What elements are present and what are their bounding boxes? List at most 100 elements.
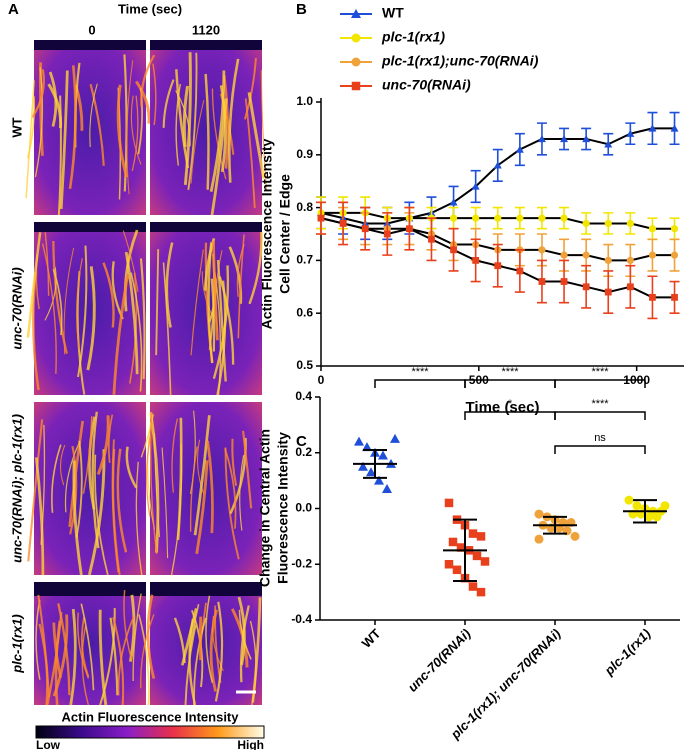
data-point <box>605 257 612 264</box>
data-point <box>472 215 479 222</box>
micrograph-edge <box>34 222 146 232</box>
data-point <box>671 252 678 259</box>
y-tick-label: 0.4 <box>295 389 312 403</box>
data-point <box>535 535 544 544</box>
data-point <box>450 215 457 222</box>
micrograph-edge <box>150 222 262 232</box>
data-point <box>390 434 400 443</box>
data-point <box>653 512 662 521</box>
data-point <box>445 560 454 569</box>
data-point <box>477 532 486 541</box>
row-label: unc-70(RNAi); plc-1(rx1) <box>9 414 24 563</box>
panel-letter: A <box>8 1 19 18</box>
data-point <box>469 582 478 591</box>
data-point <box>583 220 590 227</box>
data-point <box>516 268 523 275</box>
data-point <box>571 532 580 541</box>
panel-letter: B <box>296 1 307 18</box>
legend-marker <box>352 34 361 43</box>
data-point <box>649 294 656 301</box>
legend-marker <box>352 82 361 91</box>
data-point <box>535 510 544 519</box>
y-tick-label: 0.5 <box>296 358 313 372</box>
micrograph-edge <box>34 582 146 596</box>
legend-label: plc-1(rx1) <box>381 29 445 45</box>
panel-a: A Time (sec) 0 1120 WT unc-70(RNAi) unc-70… <box>8 1 267 750</box>
data-point <box>627 220 634 227</box>
data-point <box>627 257 634 264</box>
x-tick-label: unc-70(RNAi) <box>405 626 474 695</box>
y-axis-title: Change in Central Actin <box>257 429 273 587</box>
significance-label: * <box>508 398 513 410</box>
data-point <box>538 246 545 253</box>
data-point <box>469 529 478 538</box>
row-label: unc-70(RNAi) <box>9 267 24 349</box>
data-point <box>561 278 568 285</box>
data-point <box>406 225 413 232</box>
data-point <box>354 437 364 446</box>
significance-label: ns <box>594 432 606 444</box>
micrograph-edge <box>150 582 262 596</box>
legend-label: plc-1(rx1);unc-70(RNAi) <box>381 53 539 69</box>
y-tick-label: 0.8 <box>296 200 313 214</box>
data-point <box>649 225 656 232</box>
y-tick-label: 0.6 <box>296 305 313 319</box>
significance-label: **** <box>591 398 609 410</box>
data-point <box>605 289 612 296</box>
colorbar-title: Actin Fluorescence Intensity <box>62 709 240 724</box>
x-axis-title: Time (sec) <box>466 399 540 416</box>
data-point <box>450 246 457 253</box>
data-point <box>494 215 501 222</box>
data-point <box>382 484 392 493</box>
significance-bracket <box>555 412 645 420</box>
data-point <box>428 236 435 243</box>
data-point <box>384 231 391 238</box>
y-tick-label: 0.2 <box>295 445 312 459</box>
data-point <box>453 566 462 575</box>
significance-bracket <box>555 446 645 454</box>
y-axis-title: Cell Center / Edge <box>277 174 293 294</box>
data-point <box>671 225 678 232</box>
significance-label: **** <box>501 366 519 378</box>
legend-marker <box>352 58 361 67</box>
data-point <box>472 257 479 264</box>
time-point: 1120 <box>192 22 220 37</box>
colorbar <box>36 726 264 738</box>
x-tick-label: 0 <box>318 373 325 387</box>
data-point <box>538 215 545 222</box>
data-point <box>378 451 388 460</box>
data-point <box>539 278 546 285</box>
data-point <box>481 557 490 566</box>
data-point <box>449 538 458 547</box>
data-point <box>633 501 642 510</box>
time-label: Time (sec) <box>118 1 182 16</box>
data-point <box>560 252 567 259</box>
data-point <box>340 220 347 227</box>
y-tick-label: 1.0 <box>296 94 313 108</box>
significance-label: **** <box>591 366 609 378</box>
data-point <box>583 283 590 290</box>
colorbar-high: High <box>237 738 264 750</box>
time-point: 0 <box>88 22 95 37</box>
data-point <box>661 501 670 510</box>
y-axis-title: Actin Fluorescence Intensity <box>259 138 275 329</box>
data-point <box>318 215 325 222</box>
data-point <box>560 215 567 222</box>
data-point <box>627 283 634 290</box>
micrograph <box>150 40 262 215</box>
data-point <box>649 252 656 259</box>
row-label: WT <box>9 117 24 137</box>
data-point <box>362 225 369 232</box>
data-point <box>671 294 678 301</box>
y-tick-label: -0.2 <box>291 556 312 570</box>
significance-bracket <box>375 380 465 388</box>
row-label: plc-1(rx1) <box>9 614 24 674</box>
significance-label: **** <box>411 366 429 378</box>
data-point <box>516 215 523 222</box>
data-point <box>473 552 482 561</box>
data-point <box>583 252 590 259</box>
data-point <box>494 262 501 269</box>
